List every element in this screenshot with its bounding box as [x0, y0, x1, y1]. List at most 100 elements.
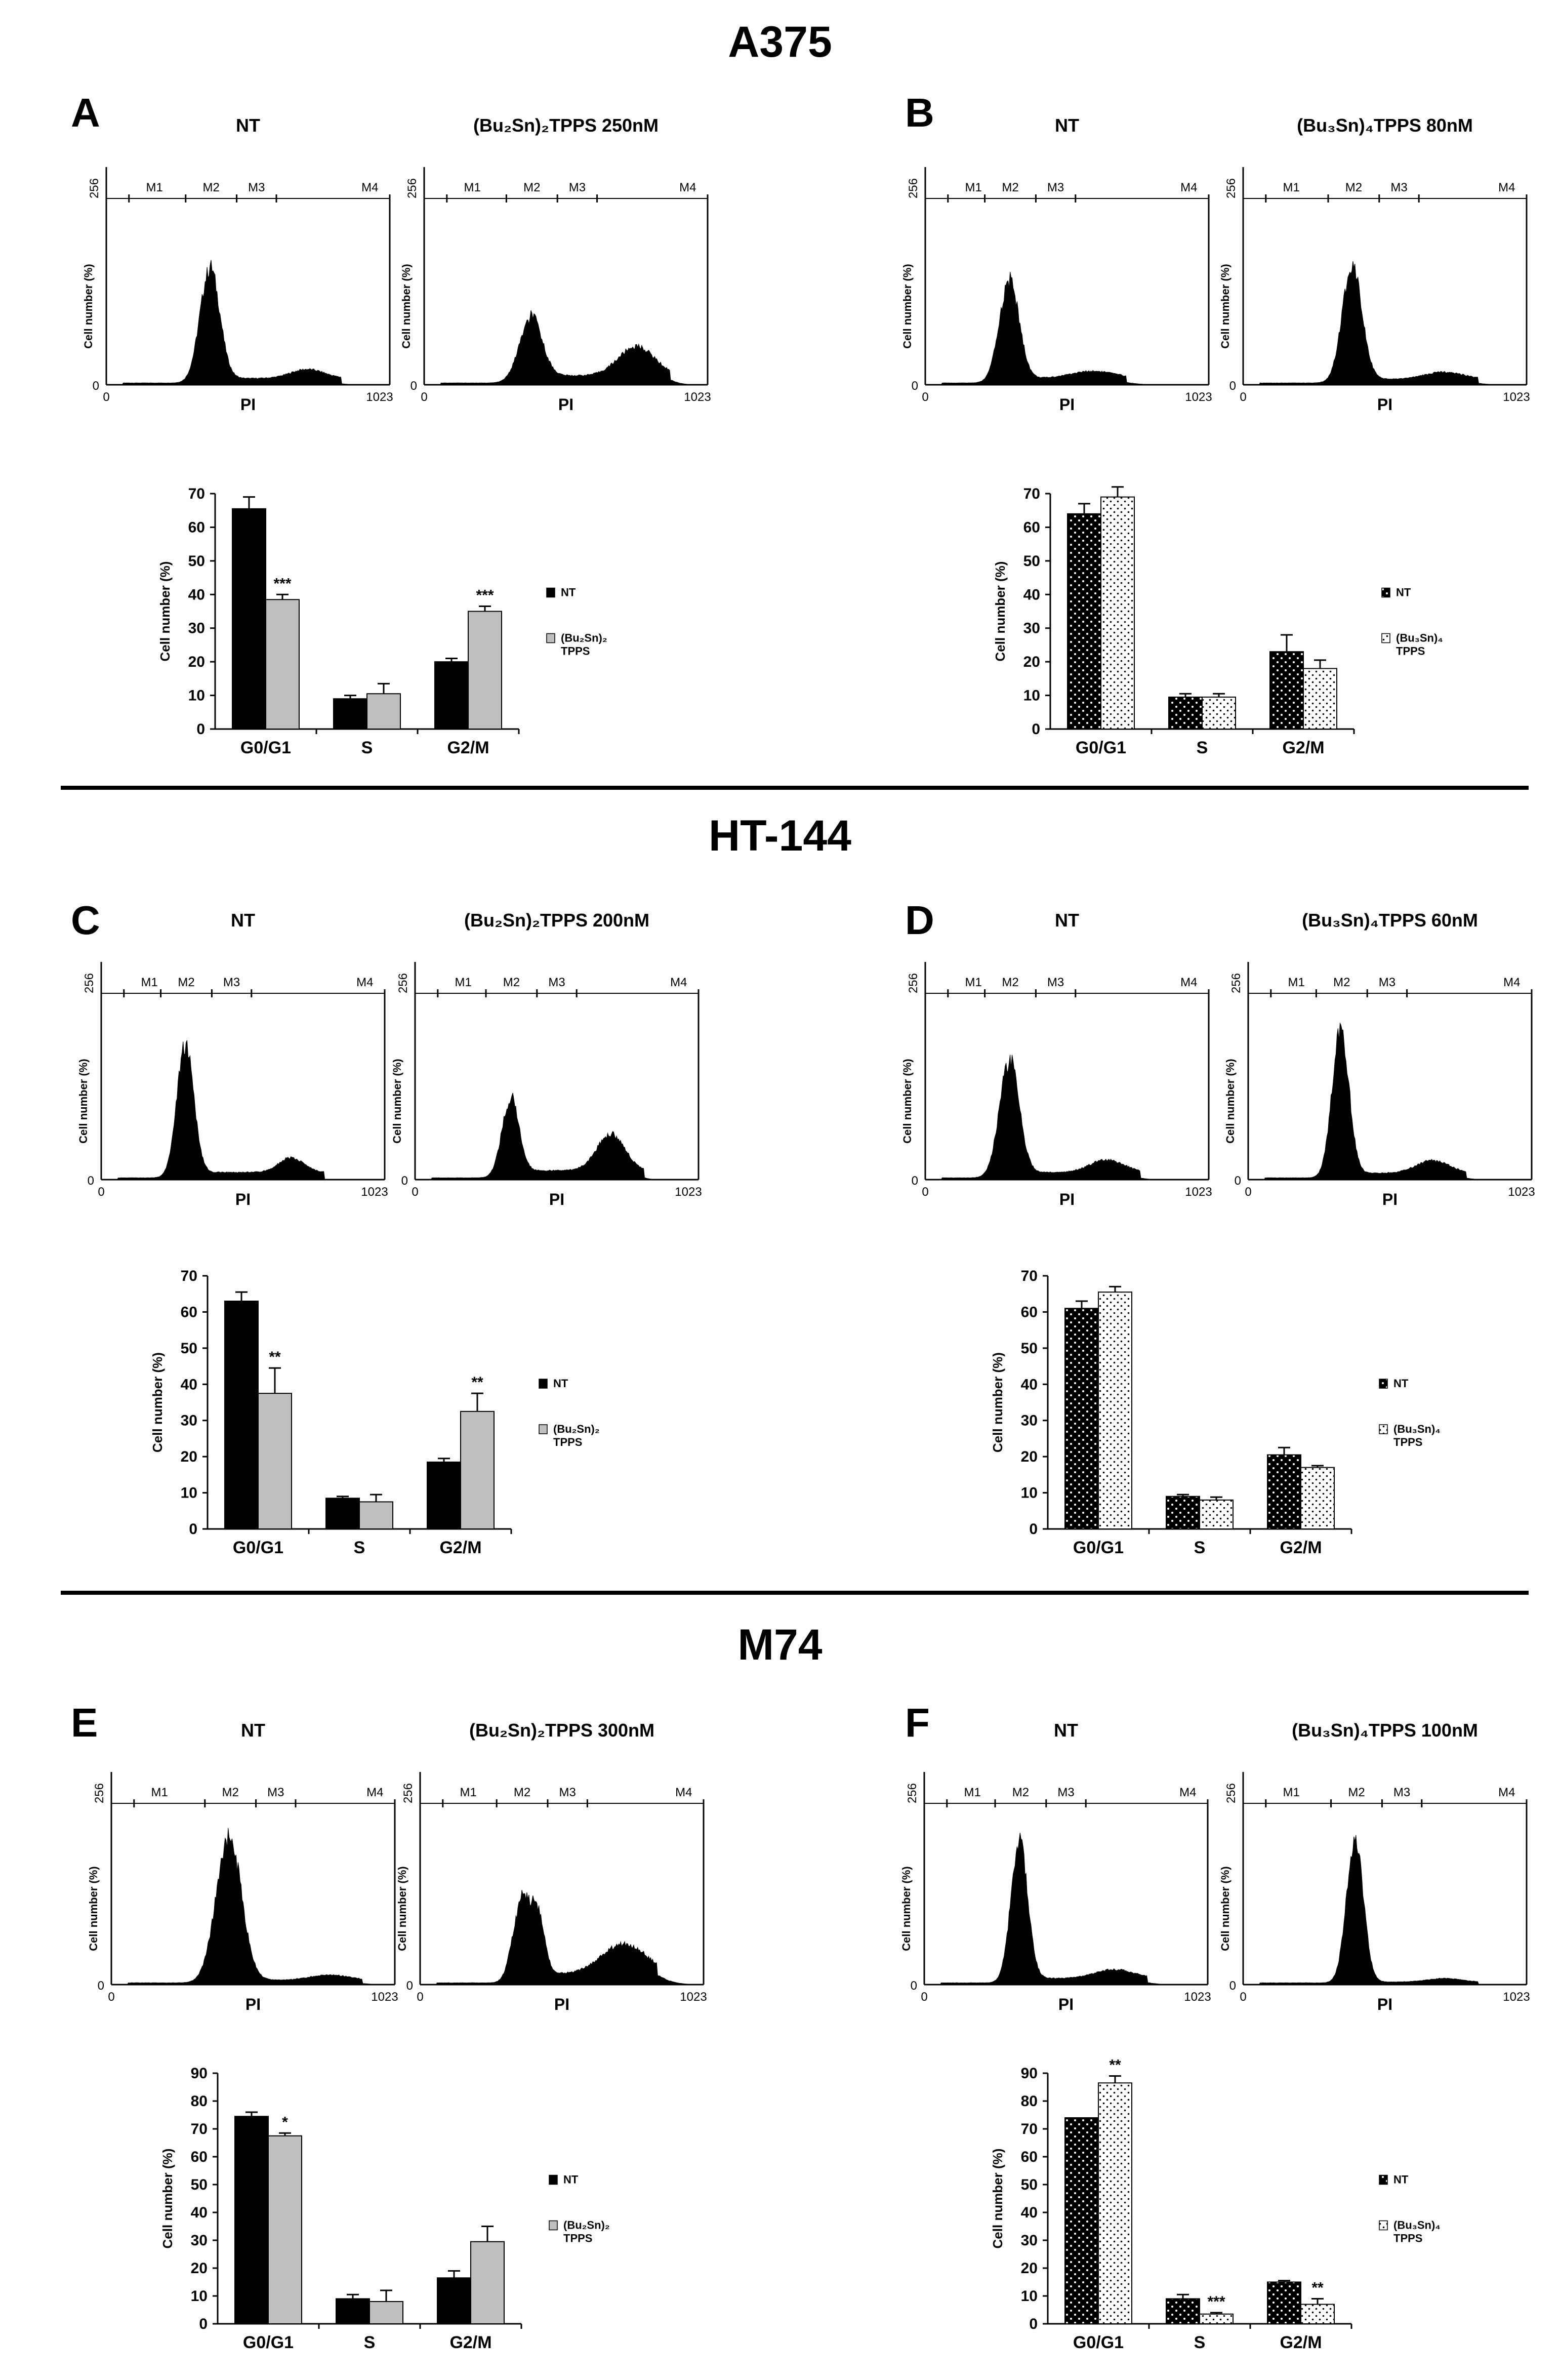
- bar-y-tick-label: 20: [181, 1448, 197, 1465]
- legend-label-line2: TPPS: [563, 2232, 592, 2245]
- gate-label-m3: M3: [1390, 181, 1407, 194]
- gate-label-m4: M4: [679, 181, 696, 194]
- bar-treated: [1202, 696, 1236, 730]
- histogram-x-tick: 1023: [1503, 390, 1530, 404]
- bar-treated: [359, 1501, 393, 1529]
- bar-y-tick-label: 20: [1023, 654, 1040, 670]
- bar-y-tick-label: 60: [1021, 2149, 1038, 2165]
- bar-nt: [1064, 1308, 1099, 1529]
- panel-letter-a: A: [71, 90, 100, 135]
- section-title-ht144: HT-144: [709, 812, 851, 860]
- gate-label-m3: M3: [1047, 181, 1064, 194]
- bar-ylabel: Cell number (%): [990, 2149, 1005, 2249]
- histogram-x-tick: 0: [103, 390, 109, 404]
- histogram-ylabel: Cell number (%): [396, 1866, 408, 1951]
- bar-y-tick-label: 20: [1021, 2260, 1038, 2277]
- panel-letter-f: F: [905, 1700, 930, 1745]
- gate-label-m1: M1: [964, 1786, 981, 1799]
- histogram-ymax-label: 256: [907, 178, 920, 198]
- significance-label: ***: [273, 575, 291, 592]
- bar-y-tick-label: 40: [1021, 1376, 1038, 1393]
- gate-label-m4: M4: [361, 181, 378, 194]
- bar-y-tick-label: 70: [1023, 486, 1040, 502]
- bar-y-tick-label: 50: [188, 553, 205, 570]
- significance-label: **: [1109, 2057, 1121, 2074]
- legend-swatch: [1381, 587, 1390, 598]
- legend-swatch: [539, 1424, 548, 1434]
- bar-y-tick-label: 0: [199, 2316, 208, 2332]
- gate-label-m2: M2: [1012, 1786, 1029, 1799]
- histogram-title: NT: [231, 910, 255, 931]
- legend-swatch: [1381, 633, 1390, 643]
- panel-letter-c: C: [71, 898, 100, 943]
- bar-nt: [1067, 513, 1101, 730]
- gate-label-m4: M4: [670, 976, 687, 989]
- bar-nt: [224, 1301, 259, 1529]
- histogram-y-zero: 0: [1229, 379, 1236, 393]
- gate-label-m1: M1: [1288, 976, 1305, 989]
- histogram-y-zero: 0: [98, 1979, 104, 1993]
- bar-y-tick-label: 70: [188, 486, 205, 502]
- gate-label-m2: M2: [514, 1786, 530, 1799]
- bar-y-tick-label: 70: [181, 1268, 197, 1284]
- histogram-profile: [924, 1833, 1204, 1985]
- bar-category-label: G2/M: [1282, 738, 1324, 757]
- bar-y-tick-label: 10: [188, 688, 205, 704]
- gate-label-m3: M3: [1379, 976, 1395, 989]
- histogram-xlabel: PI: [1377, 1995, 1392, 2013]
- gate-label-m2: M2: [1333, 976, 1350, 989]
- histogram-ymax-label: 256: [396, 973, 410, 993]
- histogram-ymax-label: 256: [1224, 178, 1238, 198]
- bar-treated: [468, 611, 502, 730]
- gate-label-m2: M2: [1345, 181, 1362, 194]
- bar-category-label: S: [361, 738, 373, 757]
- histogram-title: NT: [1055, 910, 1079, 931]
- section-title-a375: A375: [728, 18, 832, 66]
- histogram-x-tick: 0: [98, 1185, 104, 1199]
- histogram-ylabel: Cell number (%): [1224, 1059, 1237, 1143]
- gate-label-m3: M3: [223, 976, 240, 989]
- histogram-y-zero: 0: [912, 379, 918, 393]
- gate-label-m4: M4: [1180, 976, 1197, 989]
- bar-treated: [1199, 1499, 1234, 1530]
- gate-label-m2: M2: [523, 181, 540, 194]
- bar-nt: [333, 698, 367, 730]
- histogram-title: (Bu₃Sn)₄TPPS 80nM: [1297, 115, 1473, 136]
- gate-label-m2: M2: [1348, 1786, 1365, 1799]
- bar-nt: [427, 1461, 461, 1530]
- gate-label-m2: M2: [1002, 181, 1018, 194]
- legend-swatch: [546, 633, 555, 643]
- bar-category-label: G2/M: [447, 738, 489, 757]
- histogram-ymax-label: 256: [907, 973, 920, 993]
- bar-treated: [258, 1393, 292, 1529]
- histogram-ylabel: Cell number (%): [1219, 264, 1231, 348]
- legend-swatch: [1379, 2220, 1388, 2231]
- histogram-x-tick: 0: [108, 1990, 114, 2004]
- bar-ylabel: Cell number (%): [157, 561, 173, 662]
- gate-label-m2: M2: [1002, 976, 1018, 989]
- bar-treated: [1199, 2313, 1234, 2324]
- bar-category-label: S: [1194, 2333, 1206, 2352]
- bar-y-tick-label: 60: [1023, 519, 1040, 536]
- histogram-xlabel: PI: [1382, 1190, 1398, 1208]
- bar-ylabel: Cell number (%): [990, 1352, 1005, 1453]
- bar-nt: [1267, 2281, 1301, 2324]
- histogram-y-zero: 0: [401, 1174, 408, 1188]
- bar-y-tick-label: 40: [181, 1376, 197, 1393]
- bar-category-label: G0/G1: [243, 2333, 294, 2352]
- bar-ylabel: Cell number (%): [160, 2149, 175, 2249]
- gate-label-m1: M1: [1283, 1786, 1300, 1799]
- histogram-profile: [925, 271, 1205, 385]
- bar-category-label: G0/G1: [1073, 2333, 1124, 2352]
- legend-label: (Bu₃Sn)₄: [1393, 1423, 1441, 1435]
- histogram-profile: [925, 1055, 1205, 1180]
- legend-swatch: [1379, 1379, 1388, 1389]
- bar-y-tick-label: 30: [1023, 620, 1040, 637]
- bar-category-label: G2/M: [449, 2333, 491, 2352]
- gate-label-m2: M2: [222, 1786, 239, 1799]
- bar-y-tick-label: 70: [1021, 1268, 1038, 1284]
- bar-y-tick-label: 0: [1032, 721, 1040, 738]
- bar-treated: [1303, 668, 1337, 730]
- bar-category-label: G0/G1: [233, 1538, 283, 1557]
- bar-category-label: G2/M: [1280, 1538, 1322, 1557]
